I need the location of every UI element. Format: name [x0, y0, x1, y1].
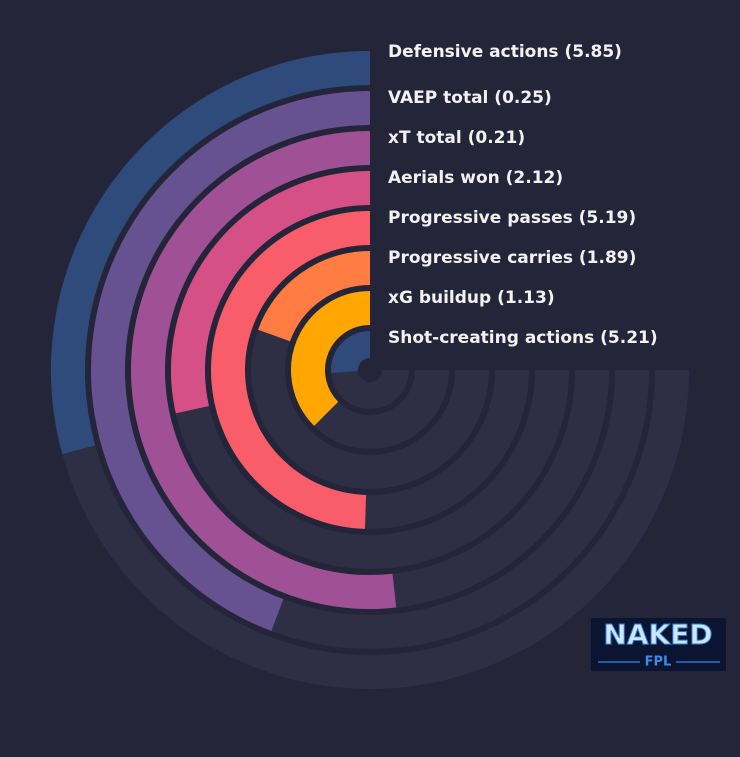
bar	[131, 131, 397, 609]
bar	[91, 91, 371, 631]
bar	[291, 291, 371, 426]
category-label: xG buildup (1.13)	[388, 288, 555, 308]
logo-top: NAKED	[603, 618, 712, 651]
logo: NAKED FPL	[591, 618, 726, 671]
bar	[171, 171, 371, 414]
bar	[51, 51, 371, 455]
center-dot	[358, 358, 382, 382]
category-label: Progressive passes (5.19)	[388, 208, 636, 228]
category-label: Defensive actions (5.85)	[388, 42, 622, 62]
category-label: VAEP total (0.25)	[388, 88, 552, 108]
category-label: Aerials won (2.12)	[388, 168, 563, 188]
bar	[211, 211, 371, 529]
category-label: Shot-creating actions (5.21)	[388, 328, 658, 348]
category-label: Progressive carries (1.89)	[388, 248, 636, 268]
category-label: xT total (0.21)	[388, 128, 525, 148]
bar	[331, 331, 372, 374]
logo-bottom: FPL	[645, 655, 672, 670]
bar	[258, 251, 371, 342]
